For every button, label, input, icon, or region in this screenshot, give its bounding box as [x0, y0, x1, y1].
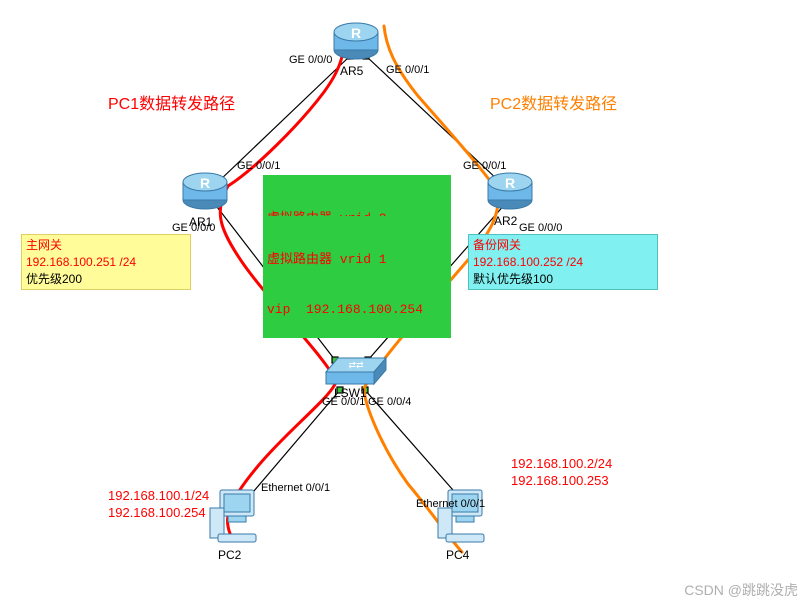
pc2-device — [210, 490, 256, 542]
pc4-ip-line1: 192.168.100.2/24 — [511, 456, 612, 473]
pc2-path-title: PC2数据转发路径 — [490, 90, 617, 114]
watermark: CSDN @跳跳没虎 — [684, 580, 798, 600]
port-ar2-g000: GE 0/0/0 — [519, 222, 562, 234]
router-ar5: R — [334, 23, 378, 59]
label-pc2: PC2 — [218, 548, 241, 562]
port-ar5-g000: GE 0/0/0 — [289, 54, 332, 66]
main-gw-line2: 192.168.100.251 /24 — [26, 254, 186, 271]
vrid1-line2: vip 192.168.100.254 — [267, 302, 447, 319]
pc4-ip-block: 192.168.100.2/24 192.168.100.253 — [511, 456, 612, 490]
port-ar5-g001: GE 0/0/1 — [386, 64, 429, 76]
port-pc2-eth: Ethernet 0/0/1 — [261, 482, 330, 494]
port-pc4-eth: Ethernet 0/0/1 — [416, 498, 485, 510]
port-ar1-g001: GE 0/0/1 — [237, 160, 280, 172]
router-ar1: R — [183, 173, 227, 209]
label-ar2: AR2 — [494, 214, 517, 228]
main-gw-line1: 主网关 — [26, 237, 186, 254]
vrid1-box: 虚拟路由器 vrid 1 vip 192.168.100.254 — [263, 216, 451, 338]
port-lsw-g004: GE 0/0/4 — [368, 396, 411, 408]
backup-gateway-box: 备份网关 192.168.100.252 /24 默认优先级100 — [468, 234, 658, 290]
svg-text:R: R — [505, 175, 515, 191]
label-ar1: AR1 — [189, 215, 212, 229]
label-lsw1: LSW1 — [334, 386, 367, 400]
backup-gw-line1: 备份网关 — [473, 237, 653, 254]
router-ar2: R — [488, 173, 532, 209]
label-ar5: AR5 — [340, 64, 363, 78]
backup-gw-line3: 默认优先级100 — [473, 271, 653, 288]
port-ar2-g001: GE 0/0/1 — [463, 160, 506, 172]
pc2-ip-block: 192.168.100.1/24 192.168.100.254 — [108, 488, 209, 522]
svg-text:⇄⇄: ⇄⇄ — [348, 360, 364, 370]
vrid1-line1: 虚拟路由器 vrid 1 — [267, 252, 447, 269]
svg-text:R: R — [200, 175, 210, 191]
backup-gw-line2: 192.168.100.252 /24 — [473, 254, 653, 271]
pc4-ip-line2: 192.168.100.253 — [511, 473, 612, 490]
label-pc4: PC4 — [446, 548, 469, 562]
pc2-ip-line2: 192.168.100.254 — [108, 505, 209, 522]
switch-lsw1: ⇄⇄ — [326, 358, 386, 384]
pc1-path-title: PC1数据转发路径 — [108, 90, 235, 114]
main-gateway-box: 主网关 192.168.100.251 /24 优先级200 — [21, 234, 191, 290]
main-gw-line3: 优先级200 — [26, 271, 186, 288]
pc2-ip-line1: 192.168.100.1/24 — [108, 488, 209, 505]
svg-text:R: R — [351, 25, 361, 41]
